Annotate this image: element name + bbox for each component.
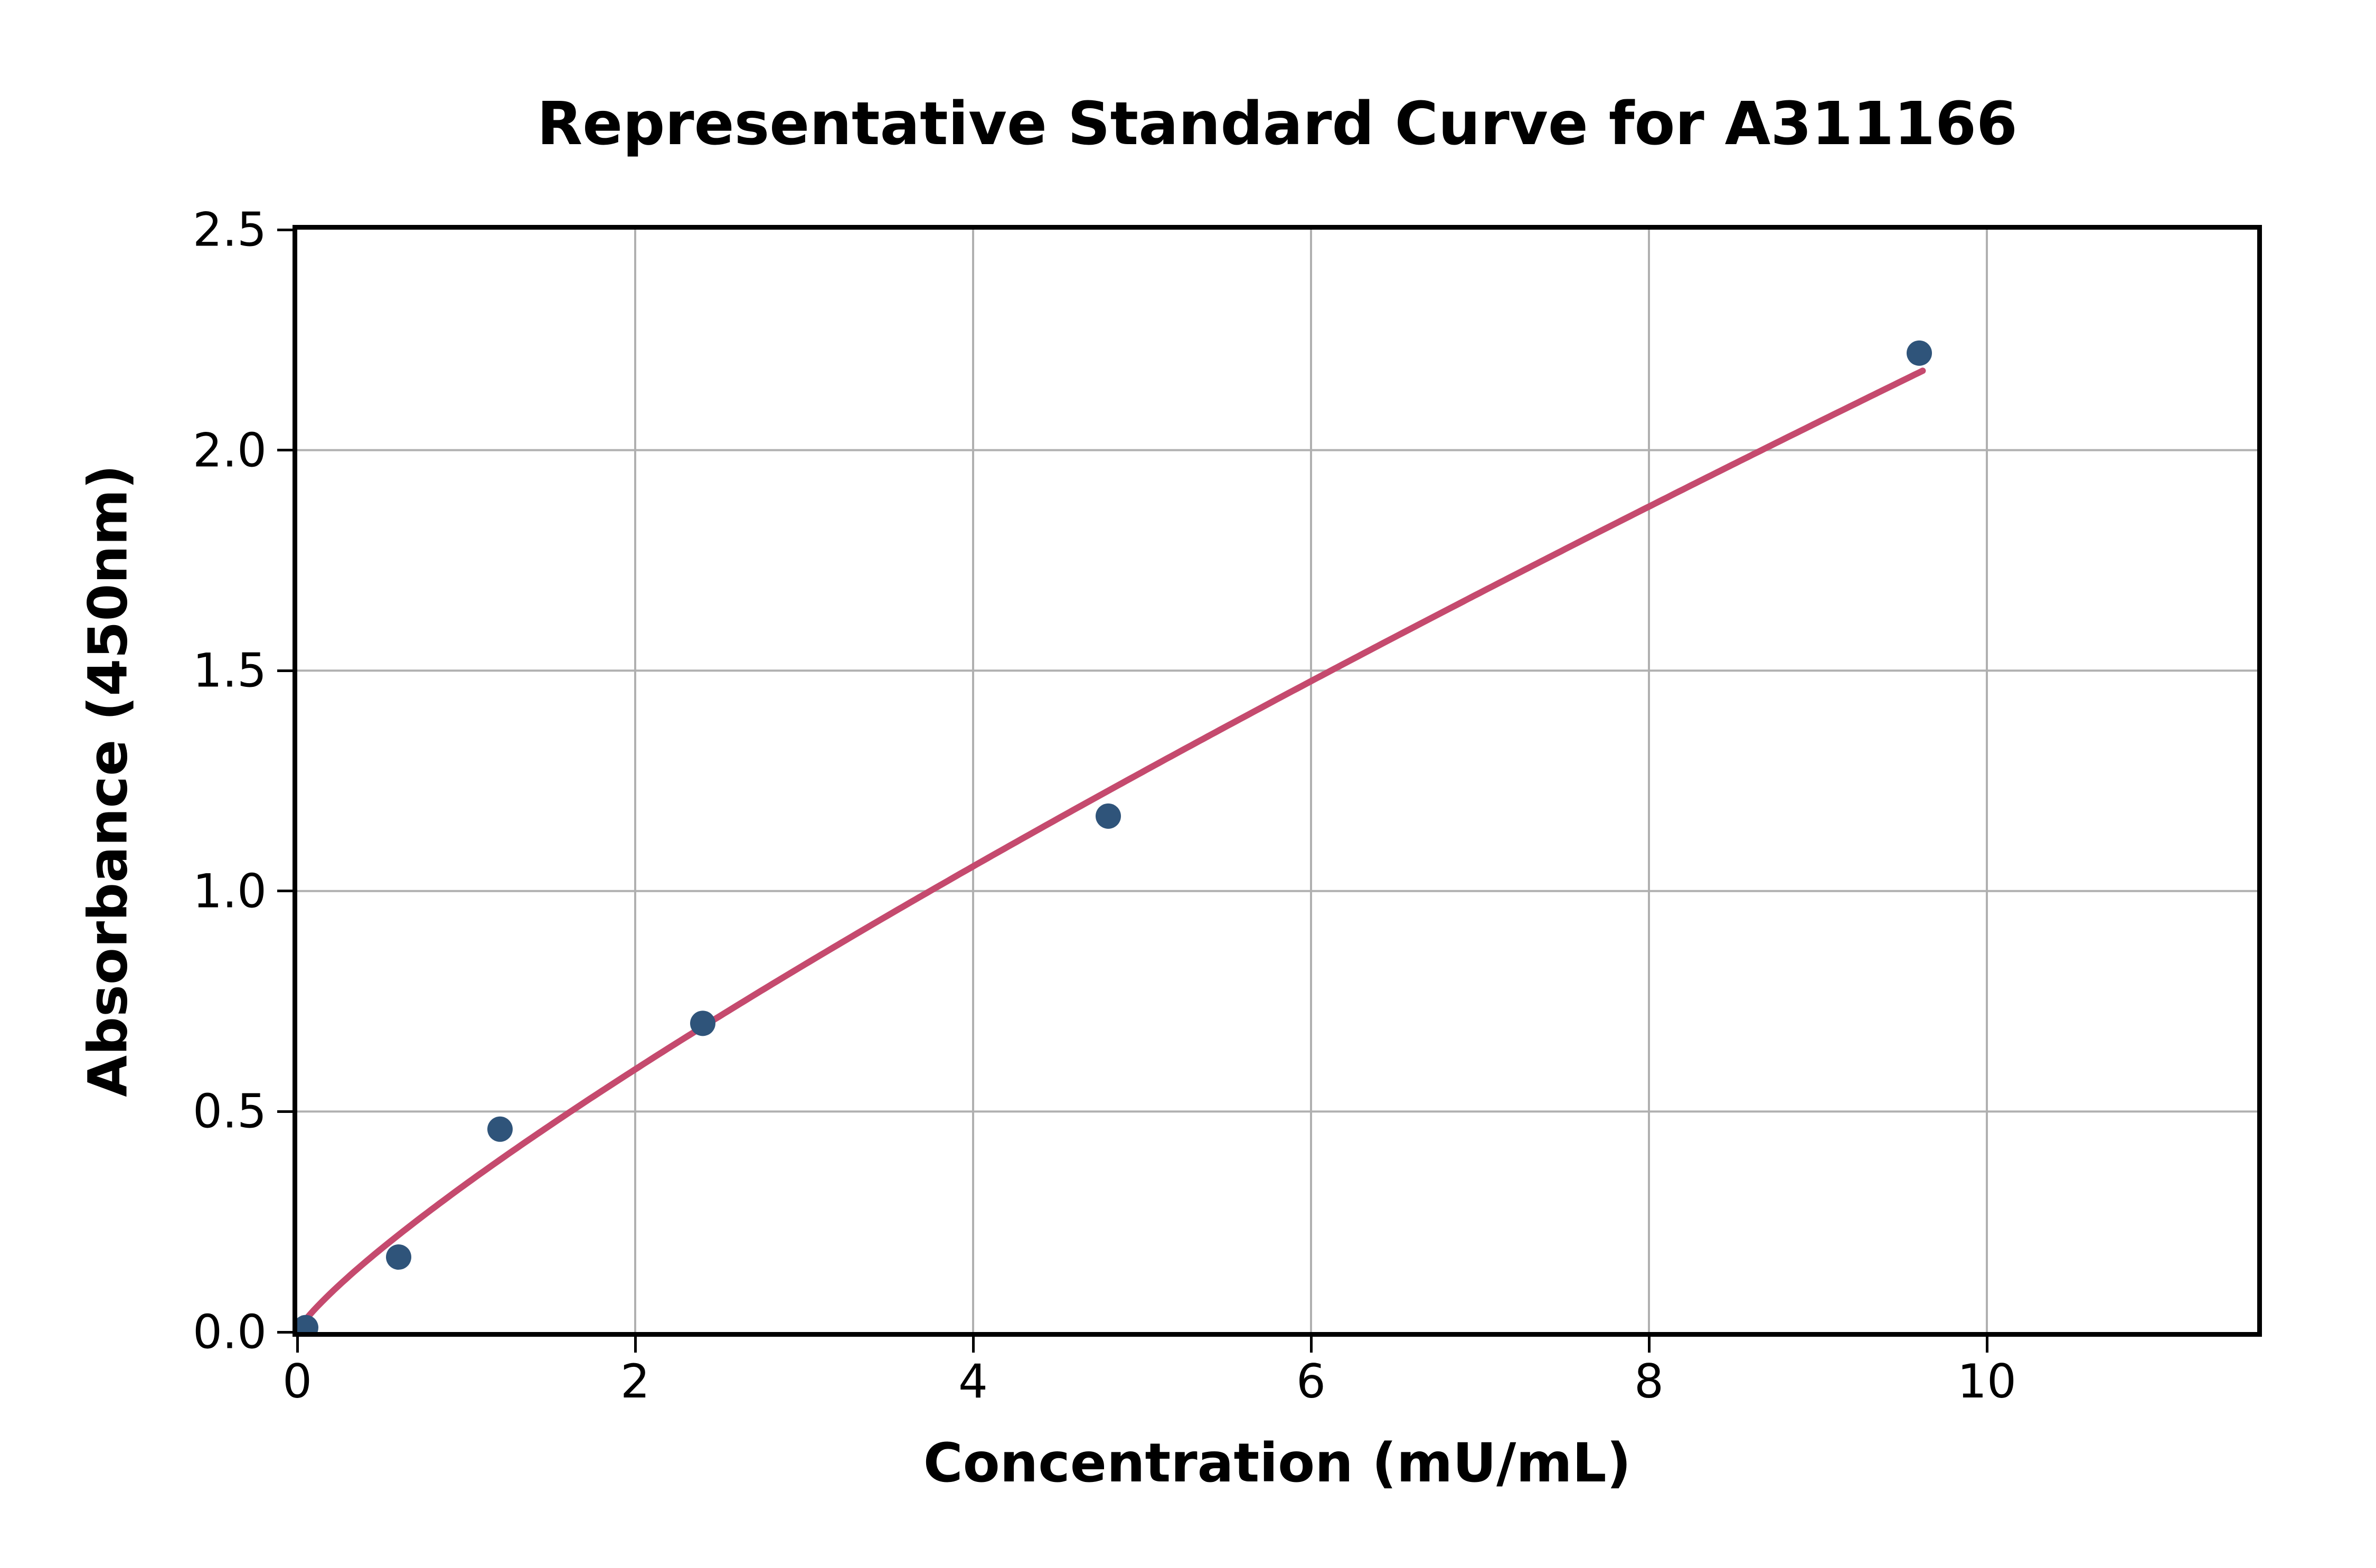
y-tick-label: 0.5	[193, 1084, 267, 1139]
x-tick-mark	[1309, 1337, 1313, 1353]
y-tick-mark	[277, 1110, 293, 1113]
x-tick-mark	[972, 1337, 975, 1353]
x-tick-label: 4	[958, 1354, 988, 1409]
data-point	[297, 1315, 318, 1332]
data-point	[690, 1010, 715, 1036]
plot-area	[293, 225, 2262, 1337]
x-tick-label: 10	[1957, 1354, 2016, 1409]
data-point	[1096, 803, 1121, 829]
data-point	[386, 1244, 411, 1270]
y-tick-label: 2.0	[193, 423, 267, 478]
x-axis-label: Concentration (mU/mL)	[923, 1432, 1632, 1495]
x-tick-label: 2	[620, 1354, 650, 1409]
y-tick-mark	[277, 1330, 293, 1334]
chart-title: Representative Standard Curve for A31116…	[537, 90, 2017, 158]
y-tick-label: 2.5	[193, 202, 267, 257]
x-tick-mark	[1647, 1337, 1651, 1353]
y-tick-mark	[277, 669, 293, 672]
x-tick-label: 8	[1634, 1354, 1664, 1409]
data-point	[1907, 340, 1932, 366]
y-tick-mark	[277, 449, 293, 452]
y-tick-mark	[277, 228, 293, 231]
y-tick-mark	[277, 890, 293, 893]
x-tick-label: 0	[282, 1354, 312, 1409]
y-tick-label: 1.5	[193, 643, 267, 698]
x-tick-mark	[296, 1337, 299, 1353]
y-tick-label: 0.0	[193, 1305, 267, 1359]
fit-curve	[297, 367, 1926, 1332]
data-point	[487, 1116, 513, 1142]
x-tick-mark	[1985, 1337, 1988, 1353]
plot-canvas	[297, 230, 2257, 1332]
x-tick-mark	[634, 1337, 637, 1353]
x-tick-label: 6	[1296, 1354, 1326, 1409]
y-tick-label: 1.0	[193, 864, 267, 919]
y-axis-label: Absorbance (450nm)	[77, 465, 140, 1097]
